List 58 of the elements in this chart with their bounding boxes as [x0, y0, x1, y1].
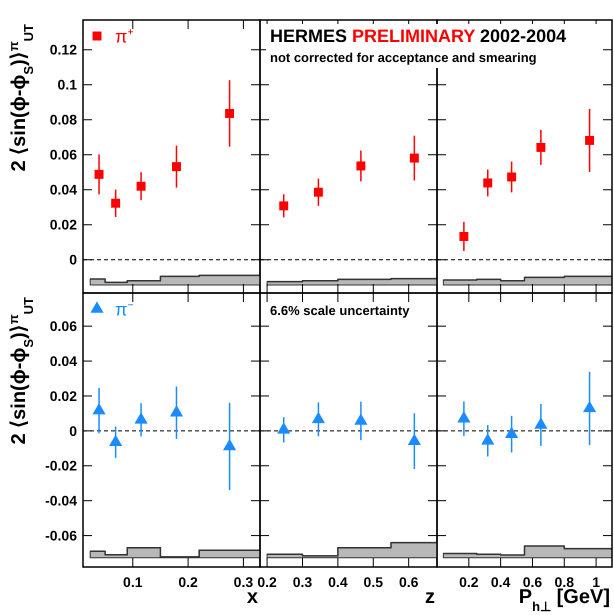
point	[534, 417, 548, 429]
point	[481, 433, 494, 445]
point	[92, 403, 106, 414]
x-tick-label: 0.6	[398, 574, 419, 590]
point	[170, 405, 184, 417]
point	[314, 188, 323, 197]
point	[536, 142, 546, 152]
point	[505, 426, 518, 438]
point	[483, 178, 492, 188]
x-tick-label: 0.4	[328, 574, 348, 590]
point	[354, 413, 368, 425]
chart-title: HERMES PRELIMINARY 2002-2004	[270, 26, 566, 46]
x-tick-label: 0.2	[459, 574, 479, 590]
y-tick-label: -0.06	[45, 527, 78, 544]
point	[134, 412, 148, 424]
line-series	[89, 274, 260, 284]
point	[356, 161, 366, 170]
point	[223, 438, 236, 450]
point	[585, 136, 594, 145]
legend-label: π⁻	[115, 299, 134, 320]
y-tick-label: 0.02	[50, 388, 78, 404]
y-tick-label: 0.02	[50, 216, 78, 233]
x-tick-label: 0.3	[292, 574, 312, 590]
y-tick-label: 0.08	[50, 112, 78, 128]
point	[94, 170, 104, 179]
point	[136, 182, 146, 191]
y-tick-label: 0.1	[58, 76, 78, 93]
x-tick-label: 0.1	[123, 574, 143, 590]
x-tick-label: 0.5	[364, 574, 384, 590]
y-tick-label: 0.06	[50, 318, 78, 334]
legend-label: π⁺	[115, 26, 134, 46]
point	[408, 434, 421, 445]
annotation: not corrected for acceptance and smearing	[270, 50, 537, 65]
y-tick-label: 0	[69, 252, 78, 268]
point	[109, 434, 122, 446]
annotation: 6.6% scale uncertainty	[270, 303, 410, 318]
y-tick-label: 0.04	[50, 352, 78, 369]
x-tick-label: 0.4	[490, 574, 511, 590]
point	[312, 412, 325, 424]
y-tick-label: 0.12	[50, 42, 78, 58]
point	[172, 162, 181, 172]
x-tick-label: 0.2	[178, 574, 198, 590]
x-tick-label: 0.2	[257, 574, 278, 590]
x-axis-title: z	[425, 586, 435, 608]
y-tick-label: -0.04	[45, 492, 78, 509]
point	[279, 201, 288, 210]
point	[277, 422, 290, 434]
point	[111, 198, 120, 208]
point	[582, 400, 596, 412]
point	[459, 232, 468, 241]
point	[410, 154, 419, 163]
y-tick-label: 0	[69, 422, 78, 439]
y-tick-label: 0.04	[50, 182, 78, 198]
point	[507, 172, 516, 182]
y-tick-label: -0.02	[45, 458, 78, 474]
point	[457, 411, 470, 422]
y-tick-label: 0.06	[50, 146, 78, 163]
point	[225, 108, 234, 118]
